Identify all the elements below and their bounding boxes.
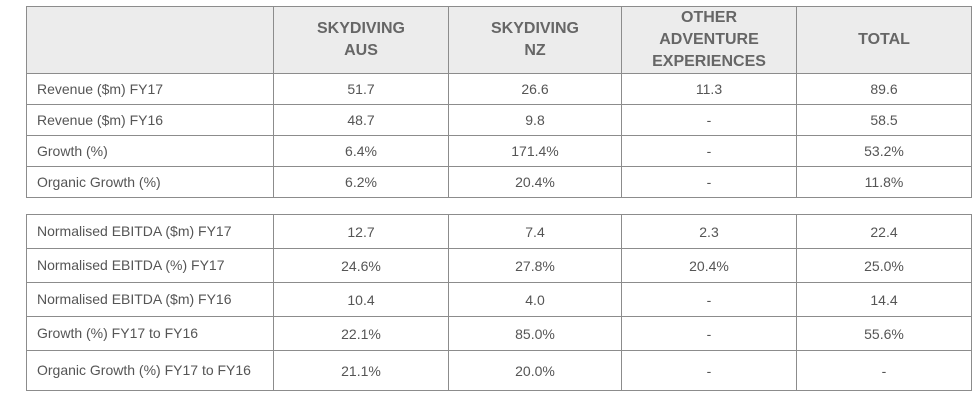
cell-total: 22.4 [796, 214, 972, 249]
cell-total: 58.5 [796, 104, 972, 136]
cell-other: - [621, 135, 797, 167]
cell-total: 55.6% [796, 316, 972, 351]
cell-total: 11.8% [796, 166, 972, 198]
table-row: Revenue ($m) FY17 51.7 26.6 11.3 89.6 [26, 73, 972, 105]
table-row: Growth (%) FY17 to FY16 22.1% 85.0% - 55… [26, 316, 972, 351]
table-row: Growth (%) 6.4% 171.4% - 53.2% [26, 135, 972, 167]
row-label: Growth (%) FY17 to FY16 [26, 316, 274, 351]
cell-nz: 7.4 [448, 214, 622, 249]
header-total: TOTAL [796, 6, 972, 74]
header-row: SKYDIVING AUS SKYDIVING NZ OTHER ADVENTU… [26, 6, 972, 74]
cell-other: - [621, 104, 797, 136]
cell-nz: 26.6 [448, 73, 622, 105]
cell-aus: 6.2% [273, 166, 449, 198]
cell-nz: 20.0% [448, 350, 622, 391]
cell-nz: 20.4% [448, 166, 622, 198]
cell-aus: 48.7 [273, 104, 449, 136]
cell-total: 25.0% [796, 248, 972, 283]
header-other-adventure: OTHER ADVENTURE EXPERIENCES [621, 6, 797, 74]
cell-other: - [621, 166, 797, 198]
cell-aus: 12.7 [273, 214, 449, 249]
table-row: Organic Growth (%) FY17 to FY16 21.1% 20… [26, 350, 972, 391]
cell-other: - [621, 282, 797, 317]
table-row: Normalised EBITDA ($m) FY17 12.7 7.4 2.3… [26, 214, 972, 249]
row-label: Organic Growth (%) FY17 to FY16 [26, 350, 274, 391]
row-label: Revenue ($m) FY16 [26, 104, 274, 136]
row-label: Organic Growth (%) [26, 166, 274, 198]
row-label: Revenue ($m) FY17 [26, 73, 274, 105]
table-row: Normalised EBITDA (%) FY17 24.6% 27.8% 2… [26, 248, 972, 283]
cell-nz: 85.0% [448, 316, 622, 351]
cell-nz: 27.8% [448, 248, 622, 283]
ebitda-table: Normalised EBITDA ($m) FY17 12.7 7.4 2.3… [26, 214, 972, 391]
revenue-table: SKYDIVING AUS SKYDIVING NZ OTHER ADVENTU… [26, 6, 972, 198]
row-label: Normalised EBITDA (%) FY17 [26, 248, 274, 283]
cell-total: 14.4 [796, 282, 972, 317]
row-label: Growth (%) [26, 135, 274, 167]
cell-other: 2.3 [621, 214, 797, 249]
cell-nz: 9.8 [448, 104, 622, 136]
row-label: Normalised EBITDA ($m) FY16 [26, 282, 274, 317]
header-skydiving-nz: SKYDIVING NZ [448, 6, 622, 74]
cell-aus: 10.4 [273, 282, 449, 317]
cell-aus: 6.4% [273, 135, 449, 167]
cell-other: - [621, 350, 797, 391]
header-skydiving-aus: SKYDIVING AUS [273, 6, 449, 74]
cell-aus: 21.1% [273, 350, 449, 391]
cell-other: 11.3 [621, 73, 797, 105]
cell-total: 53.2% [796, 135, 972, 167]
cell-aus: 22.1% [273, 316, 449, 351]
table-row: Organic Growth (%) 6.2% 20.4% - 11.8% [26, 166, 972, 198]
header-corner [26, 6, 274, 74]
table-row: Revenue ($m) FY16 48.7 9.8 - 58.5 [26, 104, 972, 136]
cell-aus: 24.6% [273, 248, 449, 283]
row-label: Normalised EBITDA ($m) FY17 [26, 214, 274, 249]
cell-other: 20.4% [621, 248, 797, 283]
cell-nz: 171.4% [448, 135, 622, 167]
cell-other: - [621, 316, 797, 351]
cell-total: - [796, 350, 972, 391]
cell-total: 89.6 [796, 73, 972, 105]
table-row: Normalised EBITDA ($m) FY16 10.4 4.0 - 1… [26, 282, 972, 317]
cell-nz: 4.0 [448, 282, 622, 317]
cell-aus: 51.7 [273, 73, 449, 105]
